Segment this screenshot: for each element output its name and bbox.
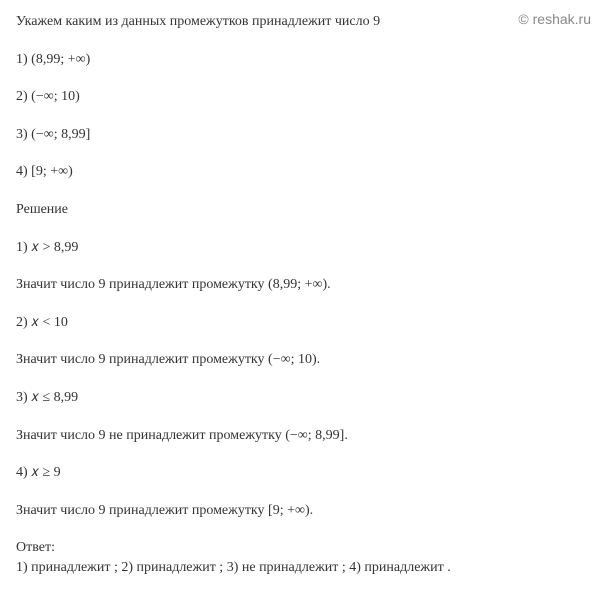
solution-1-condition: 1) 𝑥 > 8,99 [16, 238, 591, 258]
solution-1-text: Значит число 9 принадлежит промежутку (8… [16, 275, 591, 295]
solution-4-condition: 4) 𝑥 ≥ 9 [16, 463, 591, 483]
option-2: 2) (−∞; 10) [16, 87, 591, 107]
option-1: 1) (8,99; +∞) [16, 50, 591, 70]
solution-3-text: Значит число 9 не принадлежит промежутку… [16, 426, 591, 446]
header-text: Укажем каким из данных промежутков прина… [16, 12, 591, 32]
option-3: 3) (−∞; 8,99] [16, 125, 591, 145]
answer-label: Ответ: [16, 538, 591, 558]
solution-label: Решение [16, 200, 591, 220]
solution-4-text: Значит число 9 принадлежит промежутку [9… [16, 501, 591, 521]
solution-2-condition: 2) 𝑥 < 10 [16, 313, 591, 333]
option-4: 4) [9; +∞) [16, 162, 591, 182]
watermark: © reshak.ru [518, 10, 591, 30]
answer-text: 1) принадлежит ; 2) принадлежит ; 3) не … [16, 558, 591, 578]
solution-3-condition: 3) 𝑥 ≤ 8,99 [16, 388, 591, 408]
solution-2-text: Значит число 9 принадлежит промежутку (−… [16, 350, 591, 370]
